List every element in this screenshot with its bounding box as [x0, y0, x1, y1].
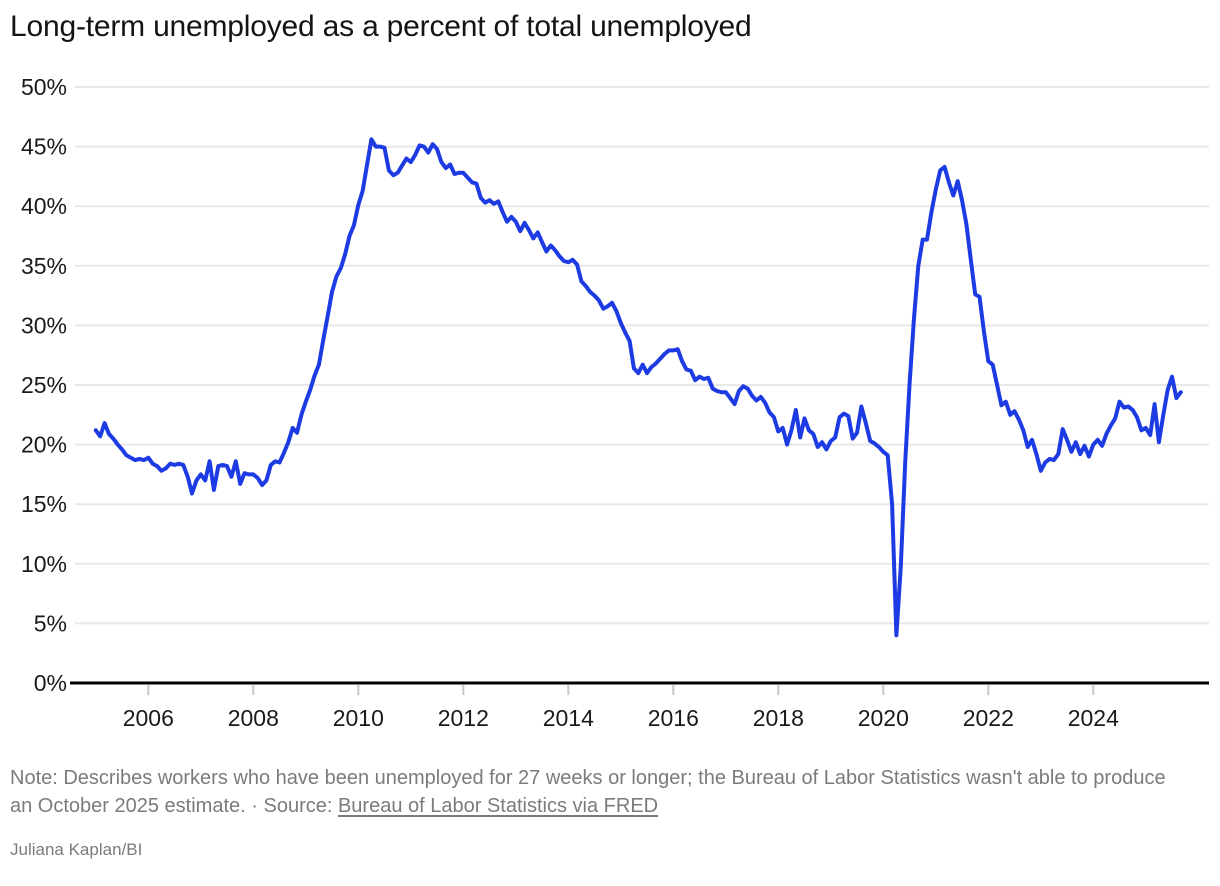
y-axis-label-10: 10% — [21, 551, 67, 577]
note-separator: · — [245, 795, 264, 817]
x-axis: 2006 2008 2010 2012 2014 2016 2018 2020 2022 2024 — [70, 681, 1209, 731]
chart-title: Long-term unemployed as a percent of tot… — [10, 10, 752, 43]
x-axis-label-2024: 2024 — [1068, 705, 1119, 731]
data-line — [93, 137, 1183, 638]
footnote: Note: Describes workers who have been un… — [10, 764, 1170, 820]
x-axis-label-2010: 2010 — [333, 705, 384, 731]
source-label: Source: — [263, 795, 338, 817]
trend-line — [93, 137, 1183, 638]
y-axis-label-40: 40% — [21, 193, 67, 219]
note-text: Note: Describes workers who have been un… — [10, 767, 1166, 817]
x-axis-label-2006: 2006 — [123, 705, 174, 731]
y-axis-label-0: 0% — [34, 670, 67, 696]
y-axis-label-30: 30% — [21, 312, 67, 338]
x-axis-label-2018: 2018 — [753, 705, 804, 731]
source-link[interactable]: Bureau of Labor Statistics via FRED — [337, 795, 659, 817]
y-axis-label-5: 5% — [34, 610, 67, 636]
y-axis-label-35: 35% — [21, 253, 67, 279]
x-axis-label-2014: 2014 — [543, 705, 594, 731]
y-axis-label-15: 15% — [21, 491, 67, 517]
line-chart: 0% 5% 10% 15% 20% 25% 30% 35% 40% 45% 50% 2006 2008… — [21, 74, 1209, 731]
y-axis-label-50: 50% — [21, 74, 67, 100]
x-axis-label-2020: 2020 — [858, 705, 909, 731]
x-axis-label-2022: 2022 — [963, 705, 1014, 731]
y-axis-label-20: 20% — [21, 432, 67, 458]
y-axis-label-45: 45% — [21, 134, 67, 160]
x-axis-label-2012: 2012 — [438, 705, 489, 731]
x-axis-label-2016: 2016 — [648, 705, 699, 731]
gridlines — [75, 86, 1209, 625]
y-axis-labels: 0% 5% 10% 15% 20% 25% 30% 35% 40% 45% 50% — [21, 74, 67, 696]
y-axis-label-25: 25% — [21, 372, 67, 398]
x-axis-label-2008: 2008 — [228, 705, 279, 731]
byline: Juliana Kaplan/BI — [10, 840, 143, 859]
